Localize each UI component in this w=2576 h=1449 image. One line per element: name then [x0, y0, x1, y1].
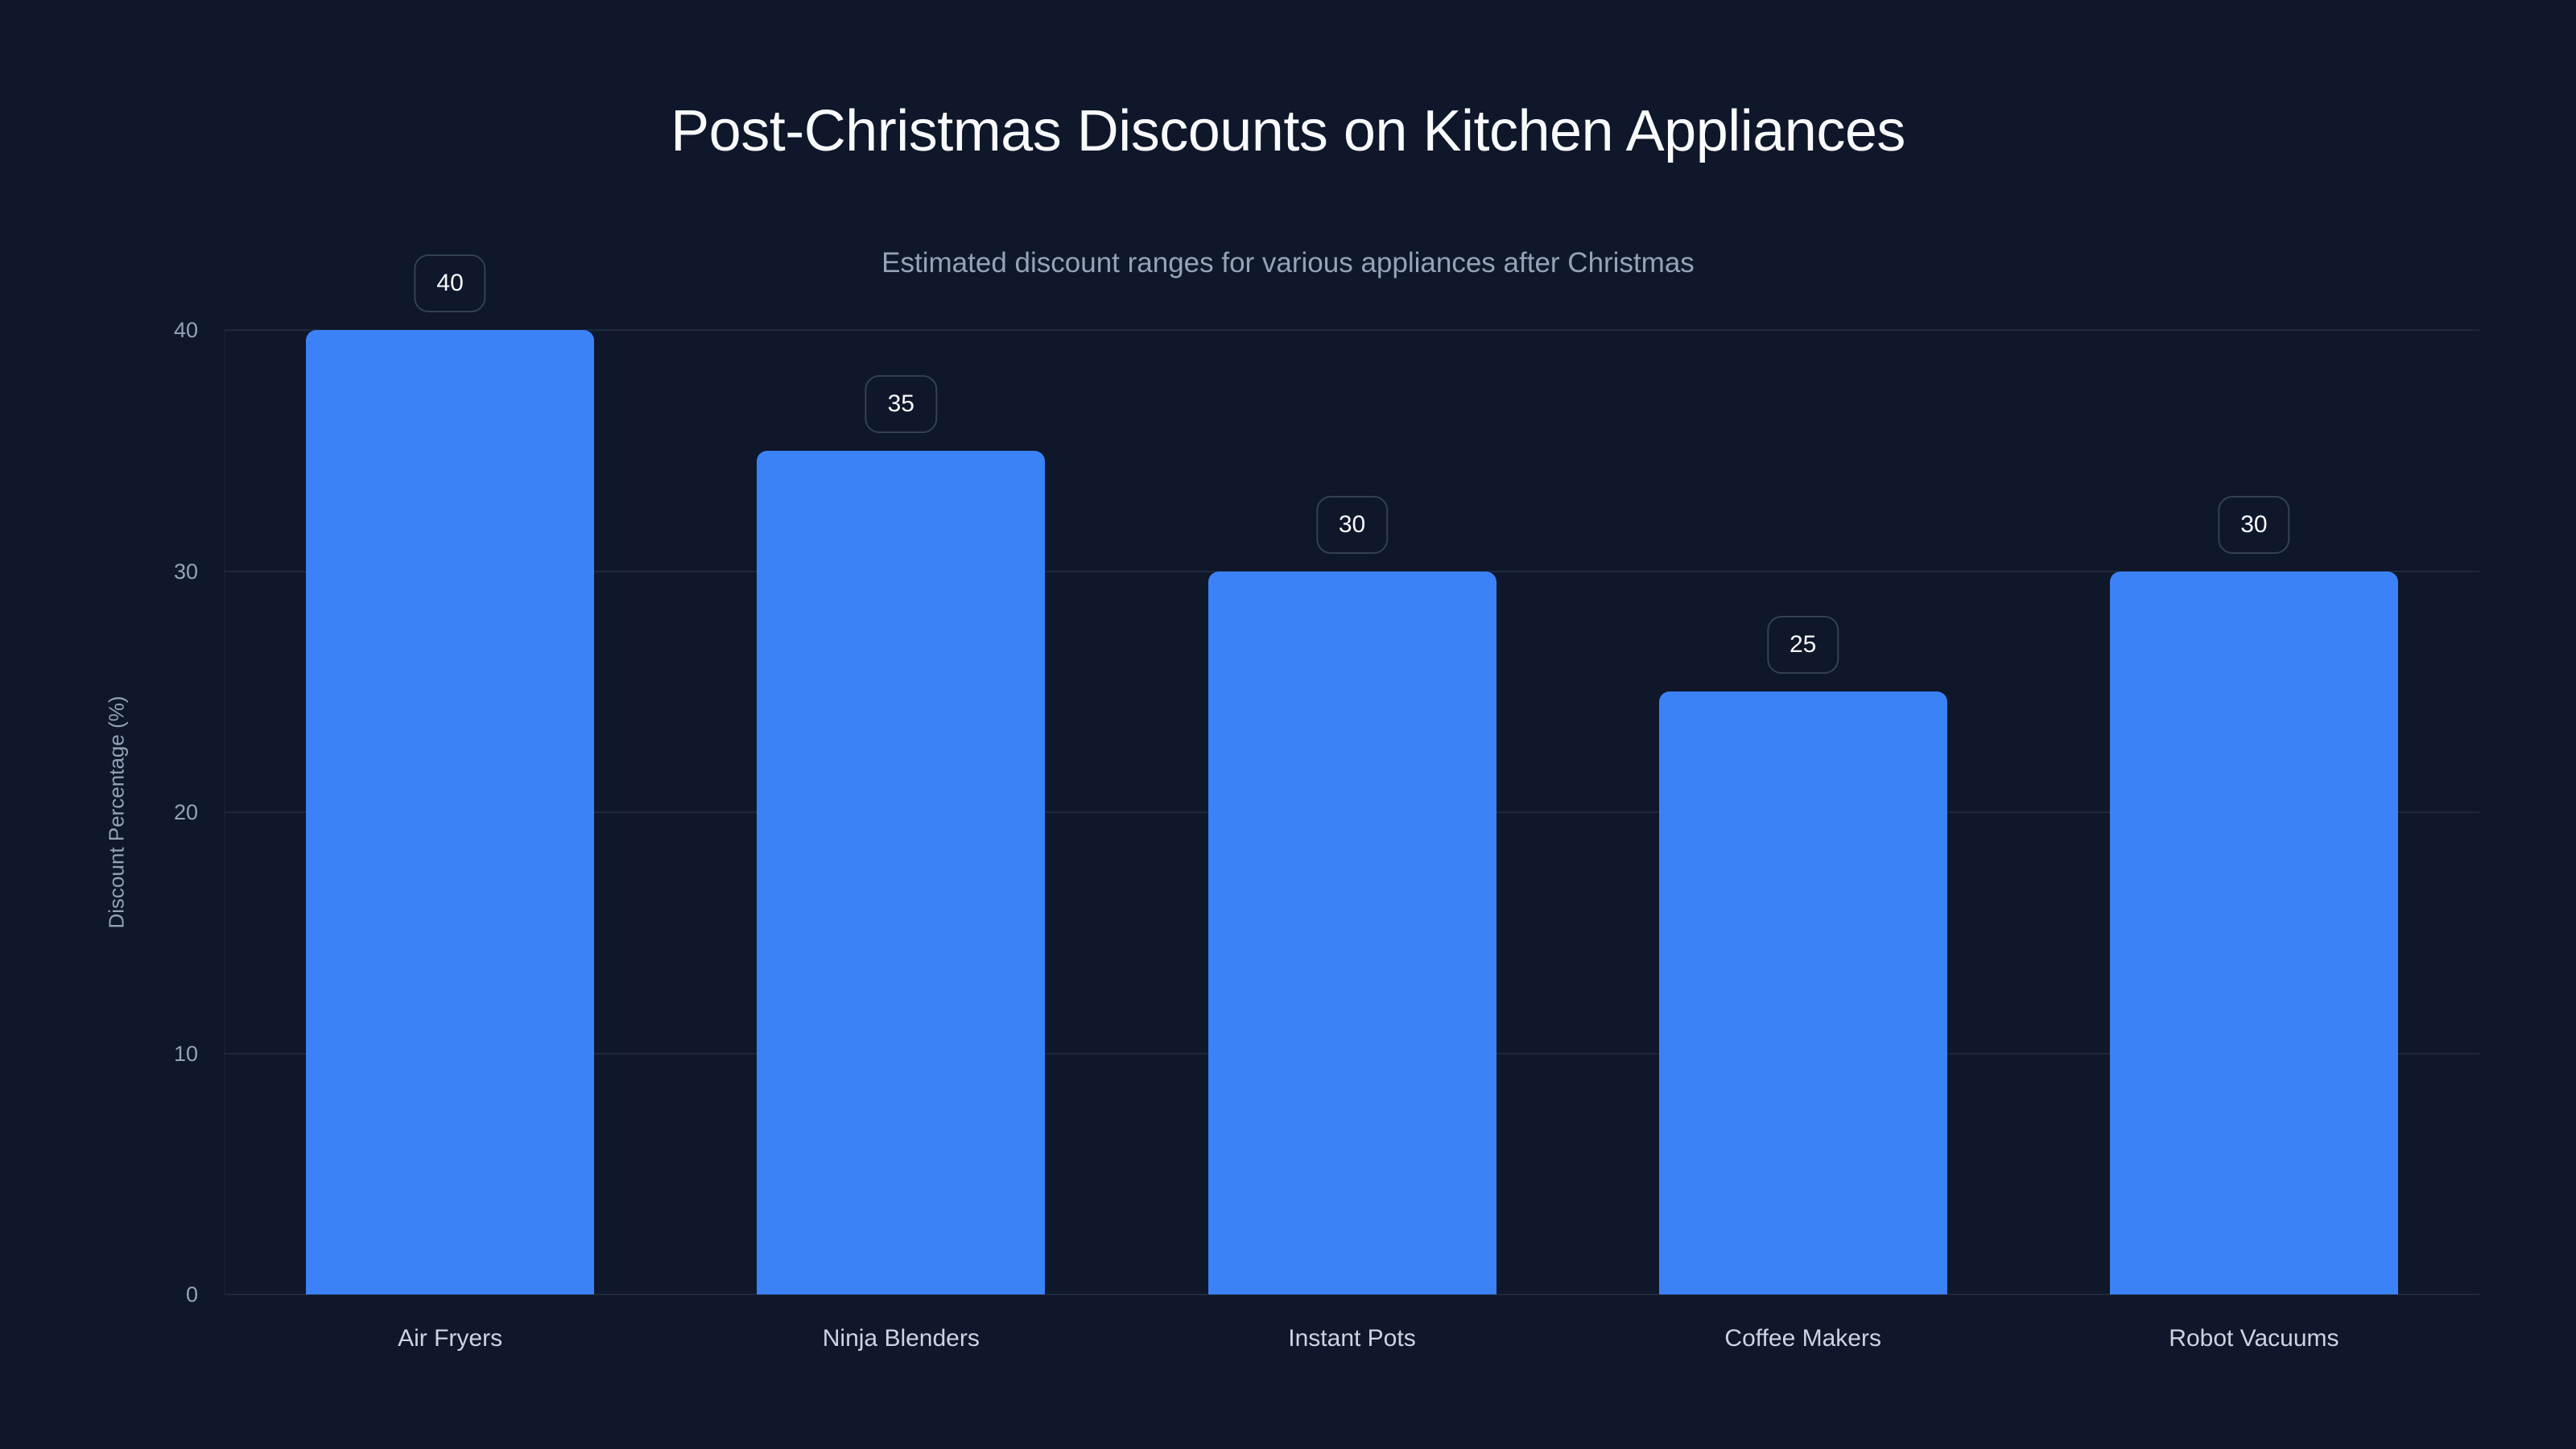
chart-title: Post-Christmas Discounts on Kitchen Appl… [671, 99, 1905, 163]
y-tick-label: 10 [173, 1041, 198, 1066]
y-axis-title: Discount Percentage (%) [104, 696, 129, 929]
y-axis-ticks: 0 10 20 30 40 [134, 318, 198, 1307]
value-label: 25 [1767, 616, 1839, 675]
gridline [225, 1294, 2479, 1295]
value-label: 35 [865, 374, 937, 433]
value-label: 40 [414, 254, 486, 312]
plot-area [224, 329, 2479, 1295]
x-tick-label: Ninja Blenders [822, 1325, 980, 1352]
gridline [225, 329, 2479, 331]
bar-coffee-makers[interactable] [1658, 691, 1947, 1294]
bar-air-fryers[interactable] [306, 330, 595, 1294]
x-tick-label: Instant Pots [1288, 1325, 1416, 1352]
y-tick-label: 20 [173, 800, 198, 824]
x-tick-label: Air Fryers [398, 1325, 503, 1352]
bar-instant-pots[interactable] [1208, 571, 1496, 1294]
y-tick-label: 0 [185, 1282, 198, 1307]
x-tick-label: Coffee Makers [1724, 1325, 1881, 1352]
y-tick-label: 40 [173, 318, 198, 342]
value-label: 30 [1315, 495, 1389, 554]
bar-ninja-blenders[interactable] [757, 450, 1046, 1294]
bar-robot-vacuums[interactable] [2109, 571, 2398, 1294]
value-label: 30 [2218, 495, 2290, 554]
x-tick-label: Robot Vacuums [2169, 1325, 2339, 1352]
chart-subtitle: Estimated discount ranges for various ap… [881, 247, 1695, 279]
y-tick-label: 30 [173, 559, 198, 584]
